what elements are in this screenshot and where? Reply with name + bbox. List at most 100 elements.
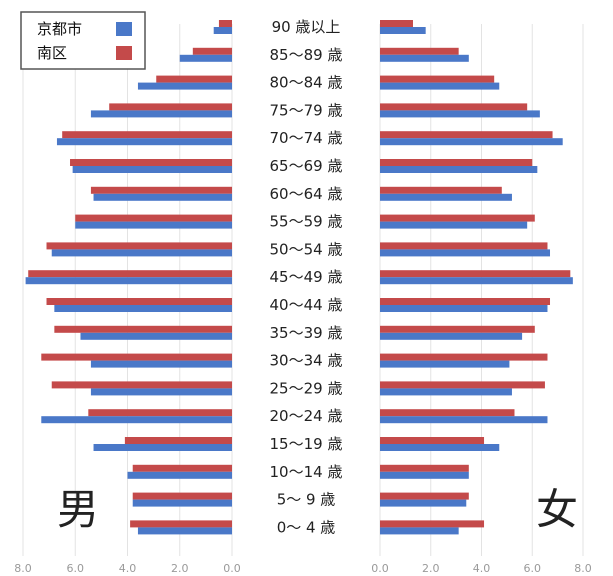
bar-female-minami — [380, 520, 485, 528]
age-group-label: 25～29 歳 — [270, 379, 343, 397]
bar-female-kyoto — [380, 249, 551, 257]
bar-female-minami — [380, 437, 485, 444]
age-group-label: 40～44 歳 — [270, 296, 343, 314]
age-group-label: 60～64 歳 — [270, 185, 343, 203]
age-group-label: 65～69 歳 — [270, 157, 343, 175]
bar-female-minami — [380, 47, 459, 55]
bar-female-minami — [380, 325, 535, 333]
age-group-label: 75～79 歳 — [270, 101, 343, 119]
x-tick-left: 2.0 — [171, 562, 189, 575]
bar-male-minami — [54, 325, 232, 333]
bar-male-kyoto — [41, 416, 232, 424]
age-group-label: 50～54 歳 — [270, 240, 343, 258]
legend-label-minami: 南区 — [37, 44, 67, 62]
bar-male-minami — [62, 131, 232, 139]
bar-male-kyoto — [80, 332, 232, 340]
age-group-label: 80～84 歳 — [270, 74, 343, 92]
bar-male-kyoto — [132, 499, 232, 507]
bar-female-minami — [380, 186, 502, 194]
bar-female-kyoto — [380, 360, 510, 368]
bar-female-minami — [380, 353, 548, 361]
legend-swatch-minami — [116, 46, 132, 60]
bar-male-kyoto — [137, 527, 232, 535]
bar-male-minami — [90, 186, 232, 194]
legend-swatch-kyoto — [116, 22, 132, 36]
x-tick-right: 4.0 — [473, 562, 491, 575]
age-group-label: 70～74 歳 — [270, 129, 343, 147]
bar-female-minami — [380, 492, 469, 500]
age-group-label: 0～ 4 歳 — [277, 518, 336, 536]
bar-male-kyoto — [56, 138, 233, 146]
bar-male-kyoto — [127, 471, 232, 479]
bar-male-minami — [75, 214, 232, 222]
bar-male-minami — [132, 464, 232, 472]
bar-female-kyoto — [380, 527, 459, 535]
bar-female-kyoto — [380, 305, 548, 312]
bar-female-minami — [380, 242, 548, 250]
bar-male-kyoto — [75, 221, 232, 229]
bar-female-kyoto — [380, 110, 540, 118]
bar-male-kyoto — [213, 27, 232, 34]
bar-male-minami — [70, 159, 233, 166]
bar-male-kyoto — [25, 277, 232, 285]
bar-female-minami — [380, 131, 553, 139]
bar-male-minami — [46, 298, 233, 305]
bar-female-minami — [380, 20, 413, 27]
bar-female-kyoto — [380, 416, 548, 424]
bar-female-kyoto — [380, 221, 528, 229]
bars — [25, 20, 573, 535]
x-tick-left: 4.0 — [119, 562, 137, 575]
bar-female-kyoto — [380, 54, 469, 62]
bar-male-kyoto — [51, 249, 232, 257]
age-group-label: 15～19 歳 — [270, 435, 343, 453]
x-tick-right: 8.0 — [574, 562, 592, 575]
bar-male-minami — [51, 381, 232, 389]
bar-female-kyoto — [380, 471, 469, 479]
bar-female-kyoto — [380, 277, 573, 285]
bar-male-minami — [88, 409, 232, 417]
bar-female-minami — [380, 75, 495, 83]
age-group-label: 90 歳以上 — [272, 18, 341, 36]
bar-male-kyoto — [90, 360, 232, 368]
x-tick-left: 6.0 — [67, 562, 85, 575]
x-tick-left: 0.0 — [223, 562, 241, 575]
bar-female-kyoto — [380, 499, 467, 507]
bar-male-kyoto — [93, 193, 232, 201]
bar-male-minami — [130, 520, 232, 528]
legend-label-kyoto: 京都市 — [37, 20, 82, 38]
age-group-label: 10～14 歳 — [270, 463, 343, 481]
bar-male-kyoto — [90, 110, 232, 118]
bar-male-minami — [28, 270, 232, 278]
x-tick-right: 2.0 — [422, 562, 440, 575]
bar-female-kyoto — [380, 27, 426, 34]
age-group-label: 5～ 9 歳 — [277, 491, 336, 509]
bar-female-minami — [380, 270, 571, 278]
bar-female-kyoto — [380, 444, 500, 451]
female-side-label: 女 — [536, 485, 578, 534]
age-group-label: 55～59 歳 — [270, 213, 343, 231]
age-group-label: 30～34 歳 — [270, 352, 343, 370]
bar-male-minami — [192, 47, 232, 55]
bar-female-minami — [380, 409, 515, 417]
bar-female-kyoto — [380, 138, 563, 146]
bar-female-minami — [380, 103, 528, 111]
age-group-label: 85～89 歳 — [270, 46, 343, 64]
male-side-label: 男 — [57, 485, 99, 534]
age-group-label: 35～39 歳 — [270, 324, 343, 342]
bar-male-minami — [124, 437, 232, 444]
bar-male-kyoto — [137, 82, 232, 90]
bar-female-minami — [380, 214, 535, 222]
bar-female-minami — [380, 159, 533, 166]
bar-female-minami — [380, 298, 551, 305]
x-tick-right: 0.0 — [371, 562, 389, 575]
bar-female-kyoto — [380, 193, 512, 201]
bar-male-kyoto — [72, 166, 232, 173]
bar-female-kyoto — [380, 166, 538, 173]
bar-male-kyoto — [93, 444, 232, 451]
bar-female-kyoto — [380, 332, 523, 340]
bar-male-minami — [132, 492, 232, 500]
bar-female-kyoto — [380, 388, 512, 396]
age-group-label: 20～24 歳 — [270, 407, 343, 425]
bar-male-minami — [109, 103, 232, 111]
